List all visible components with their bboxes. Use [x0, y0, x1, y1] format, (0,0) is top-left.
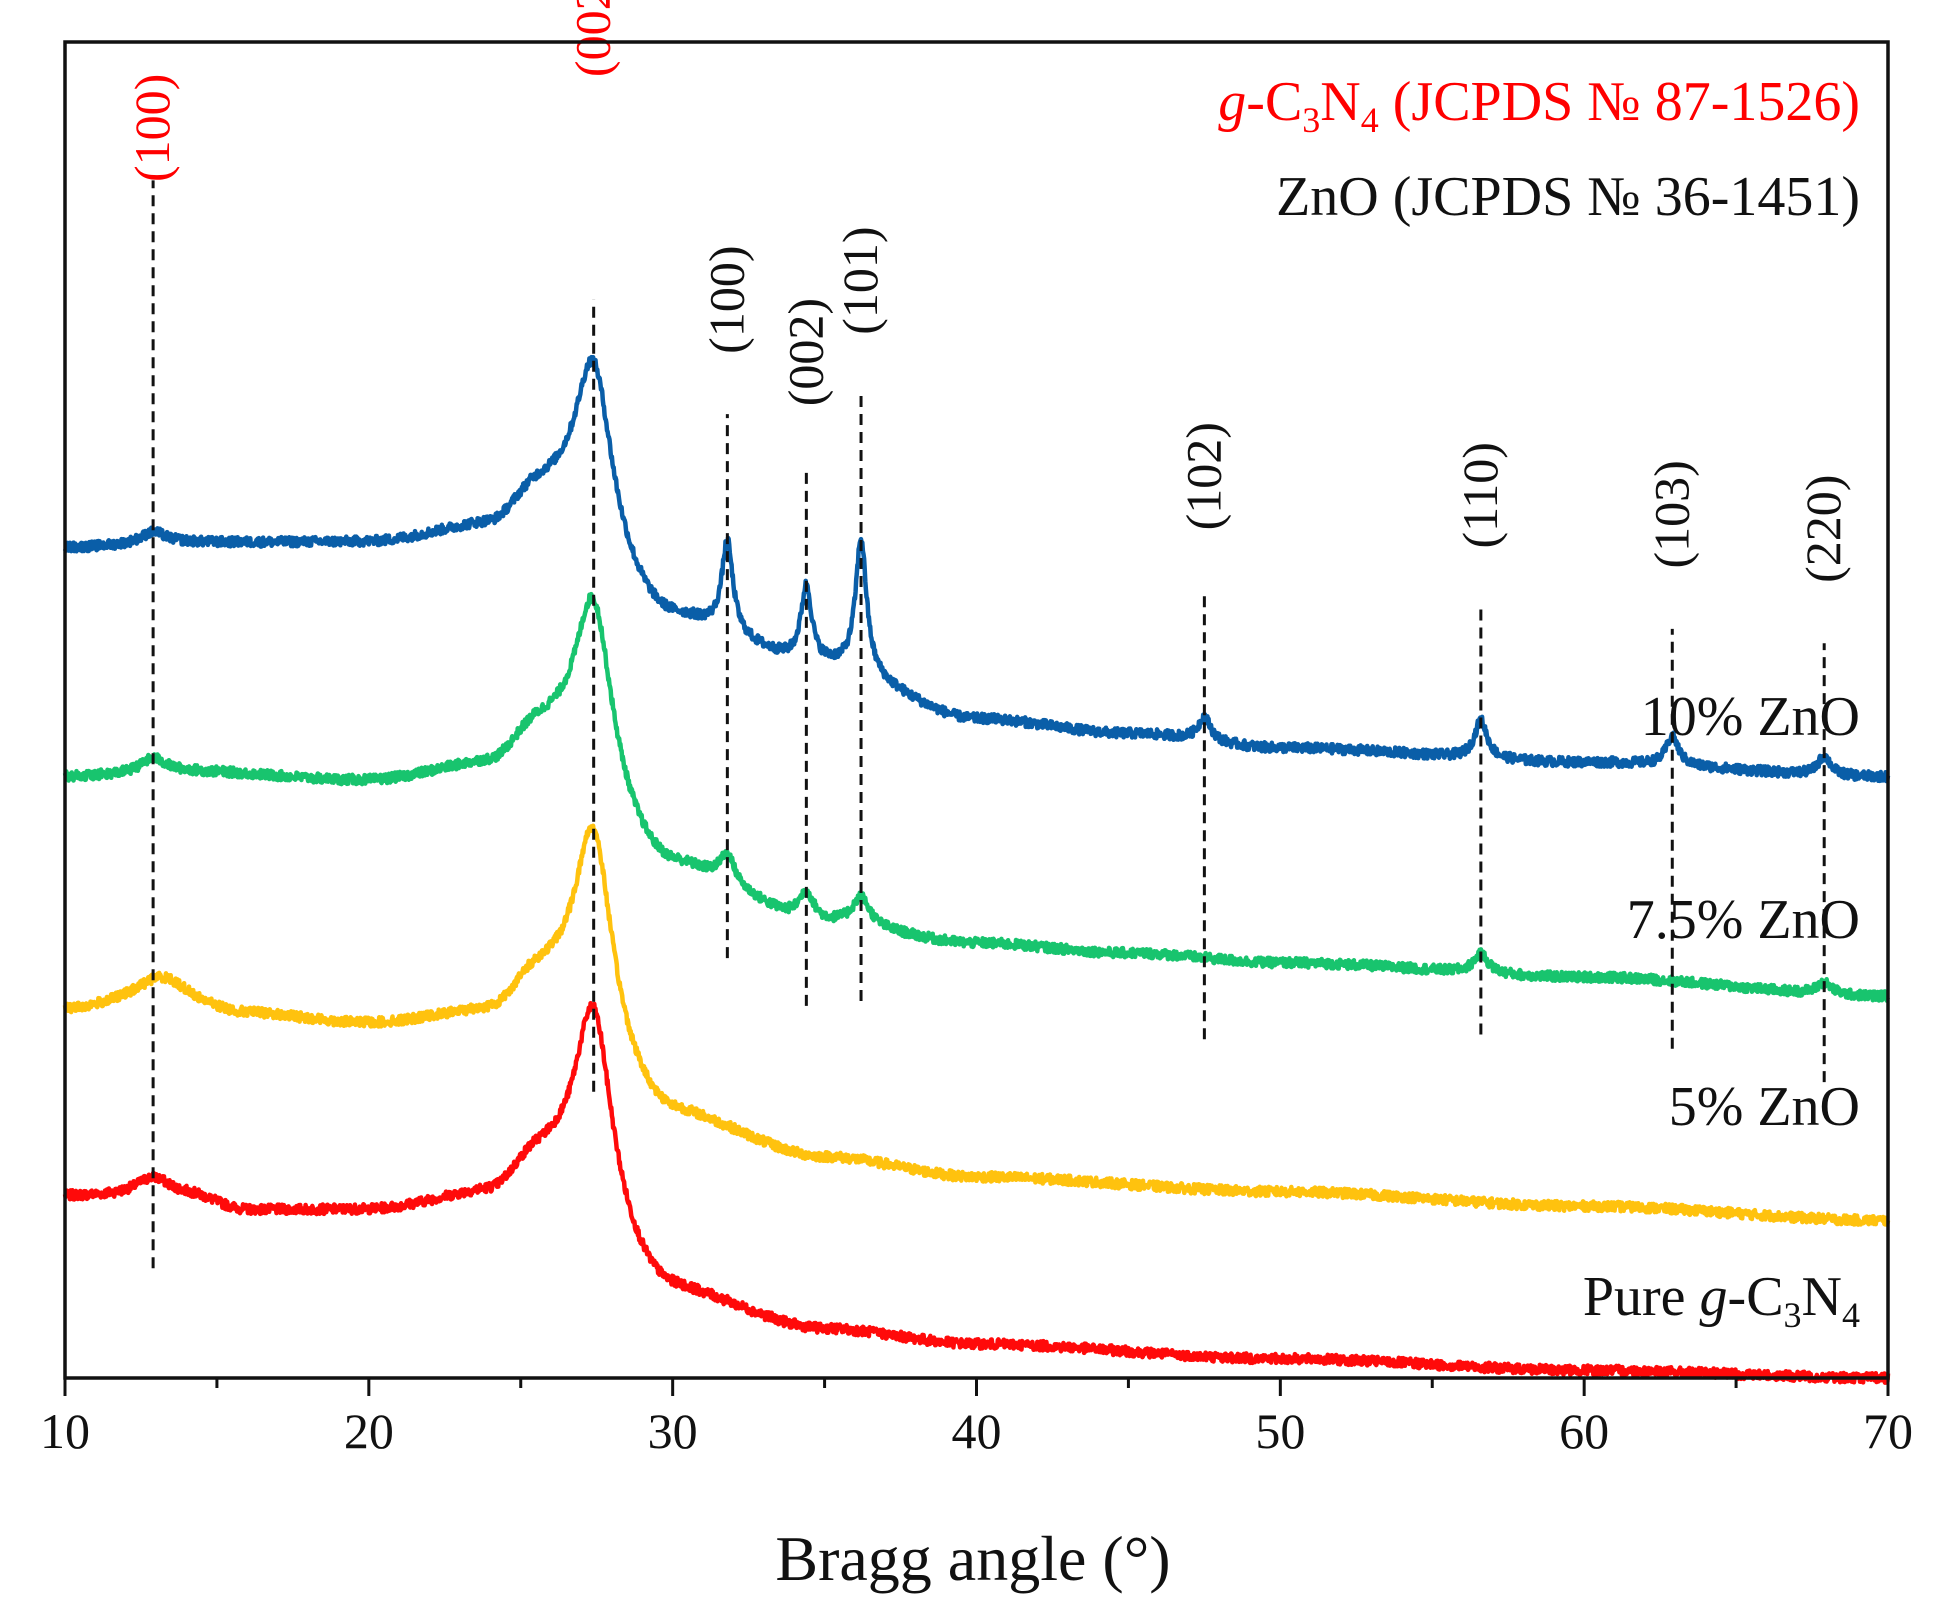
x-tick-label-10: 10 [40, 1403, 90, 1459]
reflection-label-2: (100) [698, 246, 754, 354]
x-tick-label-30: 30 [648, 1403, 698, 1459]
reference-card-zno: ZnO (JCPDS № 36-1451) [1276, 166, 1860, 228]
reflection-lines-layer: (100)(002)(100) (002)(101)(102) (110) (103)… [124, 0, 1851, 1269]
x-tick-label-70: 70 [1863, 1403, 1913, 1459]
reflection-label-5: (102) [1175, 422, 1231, 530]
x-tick-label-40: 40 [952, 1403, 1002, 1459]
series-label-zno75: 7.5% ZnO [1627, 889, 1860, 951]
series-label-zno5: 5% ZnO [1669, 1076, 1860, 1138]
axes-layer: 10 20 30 40 50 60 70 [40, 40, 1913, 1459]
x-tick-label-20: 20 [344, 1403, 394, 1459]
series-line-zno10 [62, 355, 1891, 784]
reflection-label-0: (100) [124, 74, 180, 182]
series-layer [62, 355, 1891, 1385]
series-line-zno75 [62, 591, 1891, 1003]
reference-card-gcn: g-C3N4 (JCPDS № 87-1526) [1218, 71, 1860, 140]
annotation-layer: Pure g-C3N4 5% ZnO 7.5% ZnO 10% ZnO g-C3N4 (… [1218, 71, 1860, 1335]
reflection-label-7: (103) [1643, 460, 1699, 568]
series-label-pure: Pure g-C3N4 [1583, 1266, 1860, 1335]
series-line-zno5 [62, 823, 1891, 1227]
reflection-label-4: (101) [832, 226, 888, 334]
x-tick-label-50: 50 [1255, 1403, 1305, 1459]
x-axis-title: Bragg angle (°) [775, 1523, 1170, 1594]
series-line-pure [62, 1000, 1891, 1385]
reflection-label-1: (002) [565, 0, 621, 77]
x-tick-label-60: 60 [1559, 1403, 1609, 1459]
series-label-zno10: 10% ZnO [1641, 686, 1860, 748]
reflection-label-8: (220) [1795, 475, 1851, 583]
reflection-label-3: (002) [777, 298, 833, 406]
reflection-label-6: (110) [1452, 442, 1508, 548]
